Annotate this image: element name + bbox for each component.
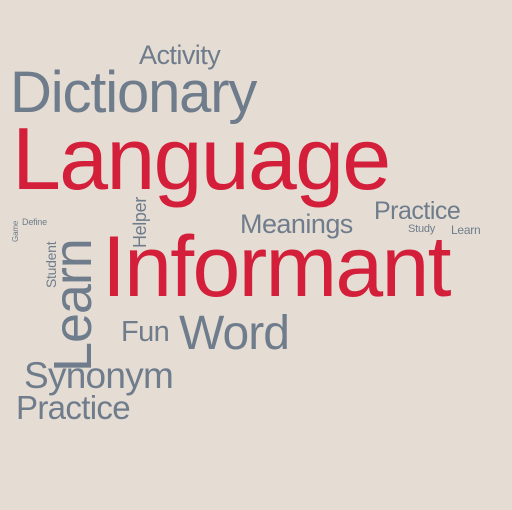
word-study: Study <box>408 223 436 235</box>
word-dictionary: Dictionary <box>10 60 257 125</box>
word-practice-large: Practice <box>16 389 131 426</box>
word-game-vertical: Game <box>11 220 20 242</box>
word-fun: Fun <box>121 316 170 348</box>
word-practice-small: Practice <box>374 197 461 225</box>
word-word: Word <box>179 307 290 360</box>
word-learn-small: Learn <box>451 223 481 237</box>
word-informant: Informant <box>102 219 452 315</box>
word-helper-vertical: Helper <box>130 197 150 248</box>
word-define: Define <box>22 217 47 227</box>
word-student-vertical: Student <box>43 241 59 288</box>
word-meanings: Meanings <box>240 209 353 239</box>
word-synonym: Synonym <box>24 355 174 396</box>
word-activity: Activity <box>139 40 221 70</box>
word-language: Language <box>12 109 391 208</box>
